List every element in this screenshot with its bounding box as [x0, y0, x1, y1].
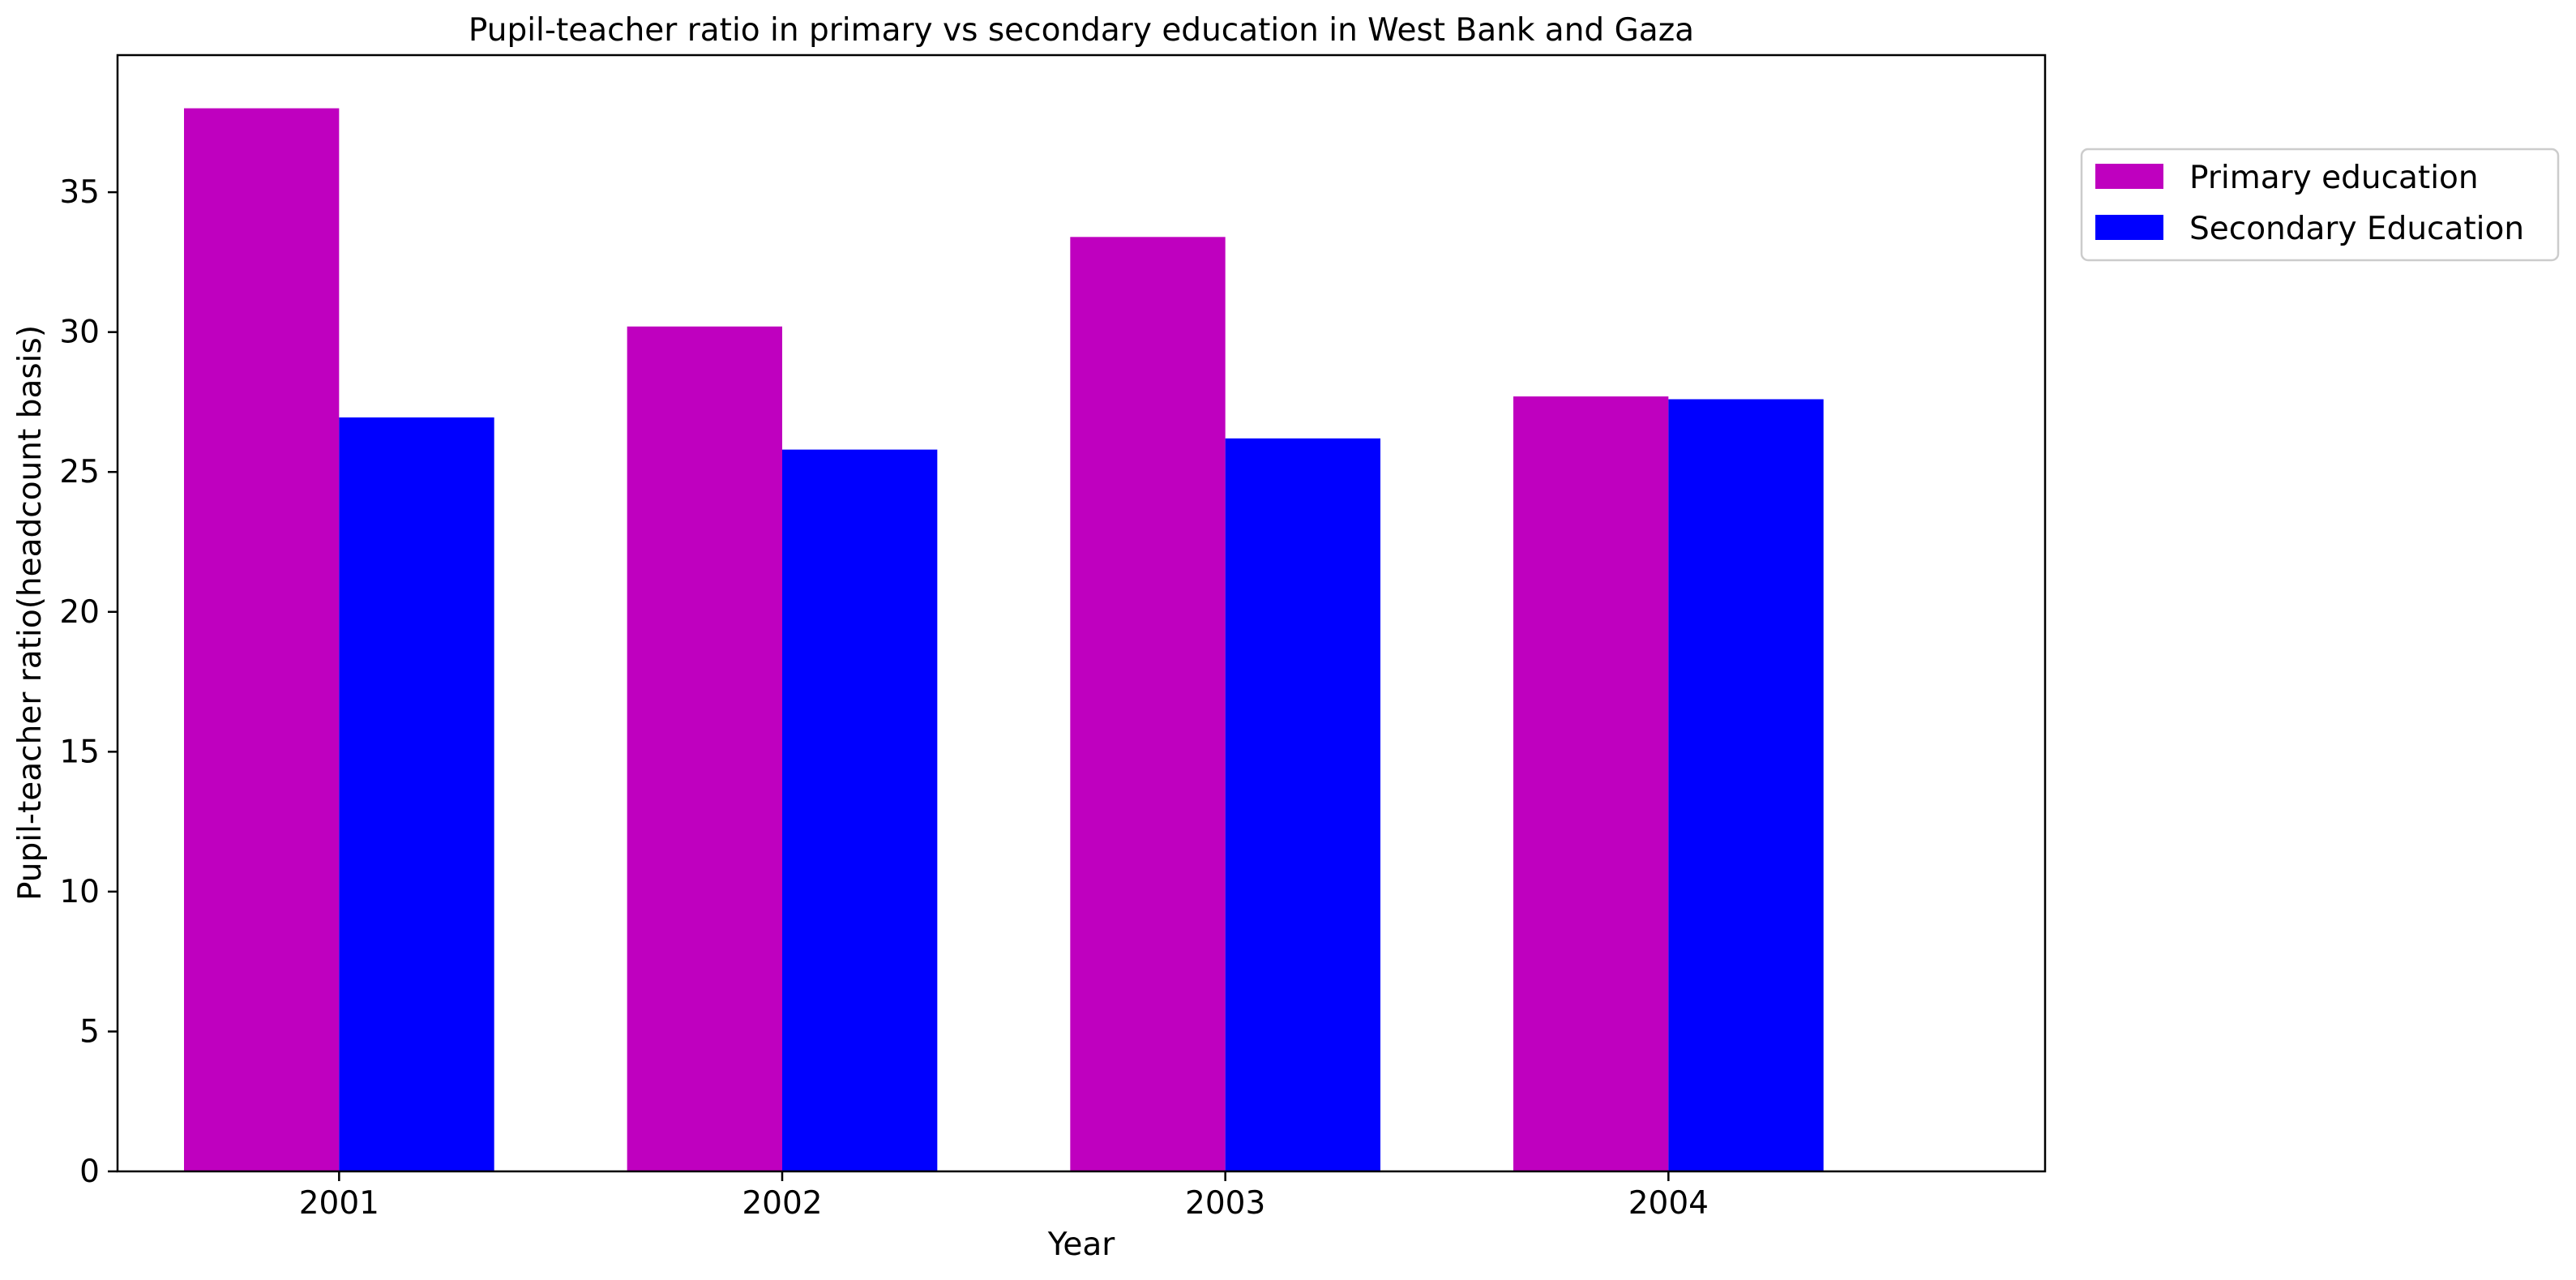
y-axis: 0 5 10 15 20 25 30 35	[59, 174, 118, 1190]
bar-primary-2002	[627, 326, 782, 1171]
legend-box	[2080, 148, 2560, 262]
bar-secondary-2004	[1668, 399, 1824, 1171]
legend-swatch-primary	[2095, 164, 2163, 189]
legend-label-primary: Primary education	[2189, 160, 2479, 196]
y-tick-label: 20	[59, 594, 100, 631]
plot-frame	[116, 54, 2047, 1173]
bar-primary-2004	[1513, 396, 1669, 1171]
y-tick-label: 0	[79, 1154, 100, 1190]
legend-swatch-secondary	[2095, 215, 2163, 240]
x-axis-label: Year	[1047, 1226, 1116, 1263]
x-axis: 2001 2002 2003 2004	[299, 1171, 1709, 1222]
bar-primary-2003	[1070, 237, 1226, 1172]
y-tick-label: 30	[59, 315, 100, 351]
y-tick-label: 25	[59, 454, 100, 490]
y-tick-label: 10	[59, 874, 100, 910]
y-axis-label: Pupil-teacher ratio(headcount basis)	[12, 325, 49, 901]
plot-area	[184, 108, 1824, 1172]
chart-title: Pupil-teacher ratio in primary vs second…	[469, 12, 1694, 49]
y-tick-label: 15	[59, 734, 100, 770]
bar-secondary-2003	[1225, 438, 1380, 1171]
x-tick-label: 2003	[1185, 1185, 1265, 1222]
bar-primary-2001	[184, 108, 340, 1172]
x-tick-label: 2001	[299, 1185, 379, 1222]
bar-secondary-2002	[782, 449, 938, 1171]
x-tick-label: 2004	[1628, 1185, 1709, 1222]
x-tick-label: 2002	[742, 1185, 822, 1222]
legend: Primary education Secondary Education	[2080, 148, 2560, 262]
y-tick-label: 35	[59, 174, 100, 211]
y-tick-label: 5	[79, 1013, 100, 1050]
bar-secondary-2001	[339, 417, 494, 1171]
legend-label-secondary: Secondary Education	[2189, 211, 2524, 247]
